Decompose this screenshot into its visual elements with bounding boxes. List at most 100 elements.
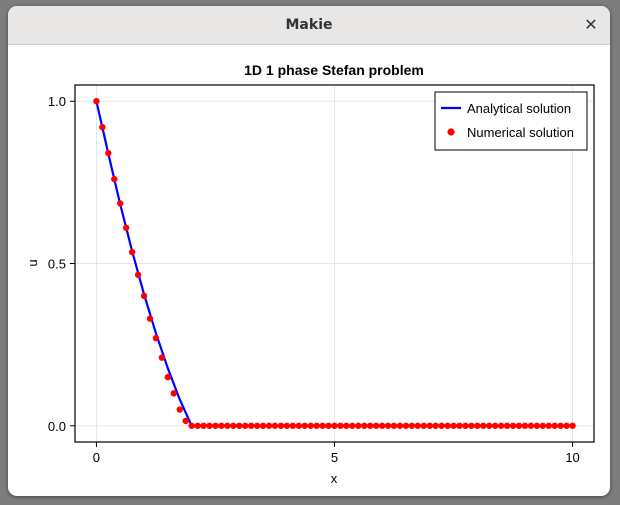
numerical-point (307, 422, 314, 429)
x-tick-label: 10 (565, 450, 579, 465)
numerical-point (426, 422, 433, 429)
y-tick-label: 1.0 (48, 94, 66, 109)
numerical-point (301, 422, 308, 429)
numerical-point (492, 422, 499, 429)
numerical-point (236, 422, 243, 429)
numerical-point (462, 422, 469, 429)
numerical-point (456, 422, 463, 429)
y-axis-label: u (25, 259, 40, 266)
numerical-point (218, 422, 225, 429)
numerical-point (182, 417, 189, 425)
numerical-point (242, 422, 249, 429)
numerical-point (539, 422, 547, 429)
numerical-point (367, 422, 374, 429)
legend-marker-swatch (447, 128, 455, 136)
numerical-point (194, 422, 201, 429)
numerical-point (438, 422, 445, 429)
numerical-point (349, 422, 356, 429)
numerical-point (140, 292, 148, 300)
numerical-point (569, 422, 576, 429)
numerical-point (343, 422, 350, 429)
close-icon[interactable]: ✕ (584, 15, 598, 34)
numerical-point (497, 422, 505, 429)
y-tick-label: 0.0 (48, 419, 66, 434)
numerical-point (188, 422, 195, 429)
numerical-point (402, 422, 410, 429)
y-tick-label: 0.5 (48, 257, 66, 272)
numerical-point (545, 422, 552, 429)
numerical-point (372, 422, 380, 429)
numerical-point (105, 149, 112, 157)
numerical-point (480, 422, 487, 429)
x-ticks: 0 5 10 (93, 442, 580, 465)
numerical-point (170, 390, 177, 397)
legend-box (434, 91, 588, 151)
numerical-point (122, 224, 130, 231)
numerical-point (259, 422, 267, 429)
numerical-point (265, 422, 273, 429)
numerical-point (420, 422, 427, 429)
window-title: Makie (285, 17, 333, 33)
numerical-point (486, 422, 493, 429)
numerical-point (93, 98, 100, 105)
numerical-point (277, 422, 285, 429)
numerical-point (99, 123, 106, 131)
numerical-point (408, 422, 416, 429)
numerical-point (146, 315, 154, 322)
numerical-point (390, 422, 398, 429)
numerical-point (128, 248, 136, 256)
numerical-point (468, 422, 475, 429)
numerical-point (503, 422, 511, 429)
numerical-point (152, 334, 160, 342)
numerical-point (444, 422, 451, 429)
numerical-point (563, 422, 570, 429)
numerical-point (134, 271, 142, 279)
title-bar[interactable]: Makie ✕ (8, 6, 610, 45)
numerical-point (111, 175, 118, 183)
numerical-point (557, 422, 564, 429)
numerical-point (289, 422, 297, 429)
numerical-point (158, 354, 166, 361)
legend: Analytical solution Numerical solution (434, 91, 588, 151)
numerical-point (432, 422, 439, 429)
numerical-point (212, 422, 219, 429)
numerical-point (361, 422, 368, 429)
numerical-point (474, 422, 481, 429)
app-window: Makie ✕ 1D 1 phase Stefan problem 0 5 10 0… (8, 6, 610, 496)
numerical-point (396, 422, 404, 429)
numerical-point (384, 422, 392, 429)
numerical-point (295, 422, 302, 429)
numerical-point (247, 422, 255, 429)
numerical-point (117, 200, 124, 207)
numerical-point (271, 422, 279, 429)
numerical-point (176, 406, 183, 413)
numerical-point (515, 422, 523, 429)
numerical-point (325, 422, 332, 429)
numerical-point (224, 422, 231, 429)
x-tick-label: 5 (331, 450, 338, 465)
chart-title: 1D 1 phase Stefan problem (244, 62, 424, 78)
numerical-point (521, 422, 529, 429)
numerical-point (164, 373, 172, 381)
numerical-point (283, 422, 291, 429)
numerical-point (319, 422, 326, 429)
numerical-point (230, 422, 237, 429)
numerical-point (313, 422, 320, 429)
numerical-point (337, 422, 344, 429)
numerical-point (355, 422, 362, 429)
numerical-point (200, 422, 207, 429)
numerical-solution-points (93, 98, 576, 429)
x-axis-label: x (331, 471, 338, 486)
numerical-point (206, 422, 213, 429)
numerical-point (450, 422, 457, 429)
numerical-point (551, 422, 558, 429)
x-tick-label: 0 (93, 450, 100, 465)
numerical-point (533, 422, 541, 429)
legend-label-analytical: Analytical solution (467, 101, 571, 116)
numerical-point (253, 422, 261, 429)
y-ticks: 0.0 0.5 1.0 (48, 94, 75, 434)
numerical-point (331, 422, 338, 429)
numerical-point (509, 422, 517, 429)
numerical-point (414, 422, 422, 429)
numerical-point (527, 422, 535, 429)
